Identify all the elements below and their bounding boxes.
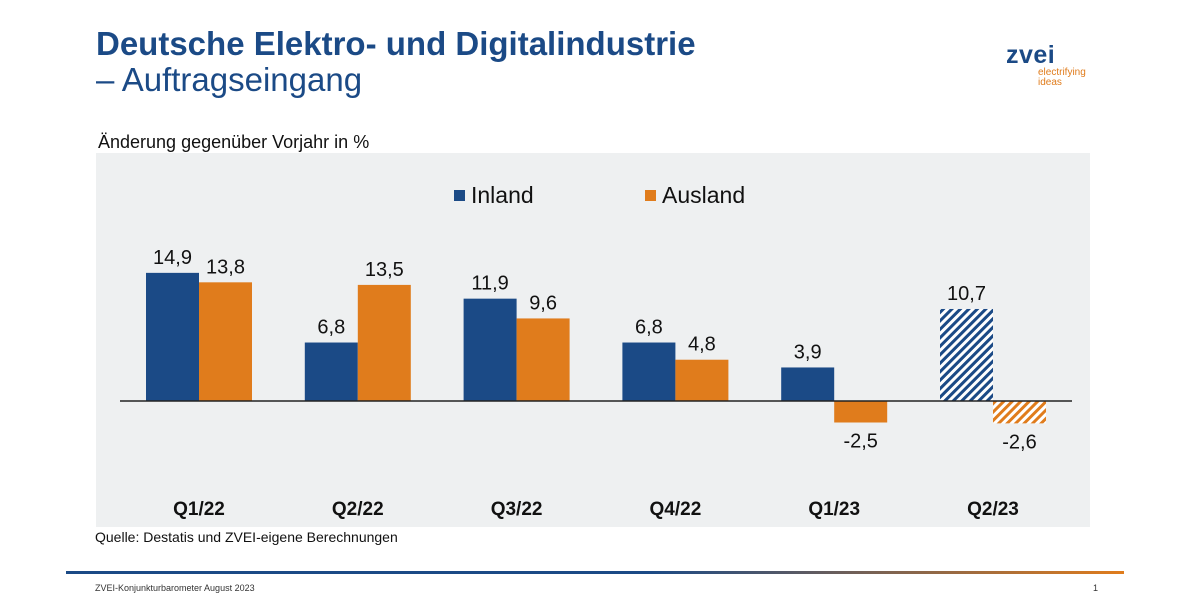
legend-swatch-ausland <box>645 190 656 201</box>
legend-label-inland: Inland <box>471 182 534 208</box>
chart-x-ticks: Q1/22 Q2/22 Q3/22 Q4/22 Q1/23 Q2/23 <box>173 499 1019 520</box>
chart-bars <box>146 272 1046 424</box>
bar-ausland-q2-22 <box>357 284 411 401</box>
x-tick-q1-23: Q1/23 <box>808 499 860 520</box>
data-label-inland-q3-22: 11,9 <box>471 273 508 295</box>
data-label-ausland-q2-22: 13,5 <box>365 259 404 281</box>
zvei-logo: zvei electrifying ideas <box>1006 42 1096 94</box>
logo-tagline-2: ideas <box>1038 77 1062 88</box>
bar-ausland-q1-22 <box>199 282 252 401</box>
x-tick-q3-22: Q3/22 <box>491 499 543 520</box>
chart-plot-area: Inland Ausland 14,9 13,8 6,8 13,5 11,9 9,6 6,8 4… <box>96 153 1090 527</box>
chart-legend: Inland Ausland <box>454 182 745 208</box>
data-label-inland-q1-22: 14,9 <box>153 247 192 269</box>
bar-chart: Inland Ausland 14,9 13,8 6,8 13,5 11,9 9,6 6,8 4… <box>120 182 1072 520</box>
x-tick-q2-22: Q2/22 <box>332 499 384 520</box>
page-title: Deutsche Elektro- und Digitalindustrie –… <box>96 26 696 98</box>
bar-inland-q3-22 <box>463 298 517 401</box>
footer-text: ZVEI-Konjunkturbarometer August 2023 <box>95 583 255 593</box>
title-line-2: – Auftragseingang <box>96 61 363 98</box>
legend-label-ausland: Ausland <box>662 182 745 208</box>
data-label-inland-q2-22: 6,8 <box>317 317 345 339</box>
chart-data-labels: 14,9 13,8 6,8 13,5 11,9 9,6 6,8 4,8 3,9 -2,5 10,7 -… <box>153 247 1037 453</box>
footer-divider <box>66 571 1124 574</box>
page-number: 1 <box>1093 583 1099 593</box>
logo-word: zvei <box>1006 41 1056 69</box>
title-line-1: Deutsche Elektro- und Digitalindustrie <box>96 25 696 62</box>
data-label-inland-q4-22: 6,8 <box>635 317 663 339</box>
data-label-ausland-q1-22: 13,8 <box>206 256 245 278</box>
logo-tagline-1: electrifying <box>1038 67 1086 78</box>
data-label-ausland-q1-23: -2,5 <box>843 431 877 453</box>
data-label-ausland-q4-22: 4,8 <box>688 334 716 356</box>
bar-ausland-q1-23 <box>834 401 888 423</box>
bar-ausland-q2-23 <box>993 401 1046 424</box>
source-note: Quelle: Destatis und ZVEI-eigene Berechn… <box>95 529 398 545</box>
bar-inland-q2-22 <box>304 342 358 401</box>
data-label-ausland-q3-22: 9,6 <box>529 292 557 314</box>
bar-inland-q4-22 <box>622 342 676 401</box>
data-label-inland-q2-23: 10,7 <box>947 283 986 305</box>
legend-swatch-inland <box>454 190 465 201</box>
x-tick-q2-23: Q2/23 <box>967 499 1019 520</box>
data-label-inland-q1-23: 3,9 <box>794 341 822 363</box>
bar-inland-q2-23 <box>940 308 993 401</box>
bar-ausland-q4-22 <box>675 359 729 401</box>
bar-inland-q1-23 <box>781 367 835 401</box>
chart-subtitle: Änderung gegenüber Vorjahr in % <box>98 132 370 152</box>
bar-inland-q1-22 <box>146 272 199 401</box>
data-label-ausland-q2-23: -2,6 <box>1002 431 1036 453</box>
bar-ausland-q3-22 <box>516 318 570 401</box>
x-tick-q1-22: Q1/22 <box>173 499 225 520</box>
x-tick-q4-22: Q4/22 <box>650 499 702 520</box>
